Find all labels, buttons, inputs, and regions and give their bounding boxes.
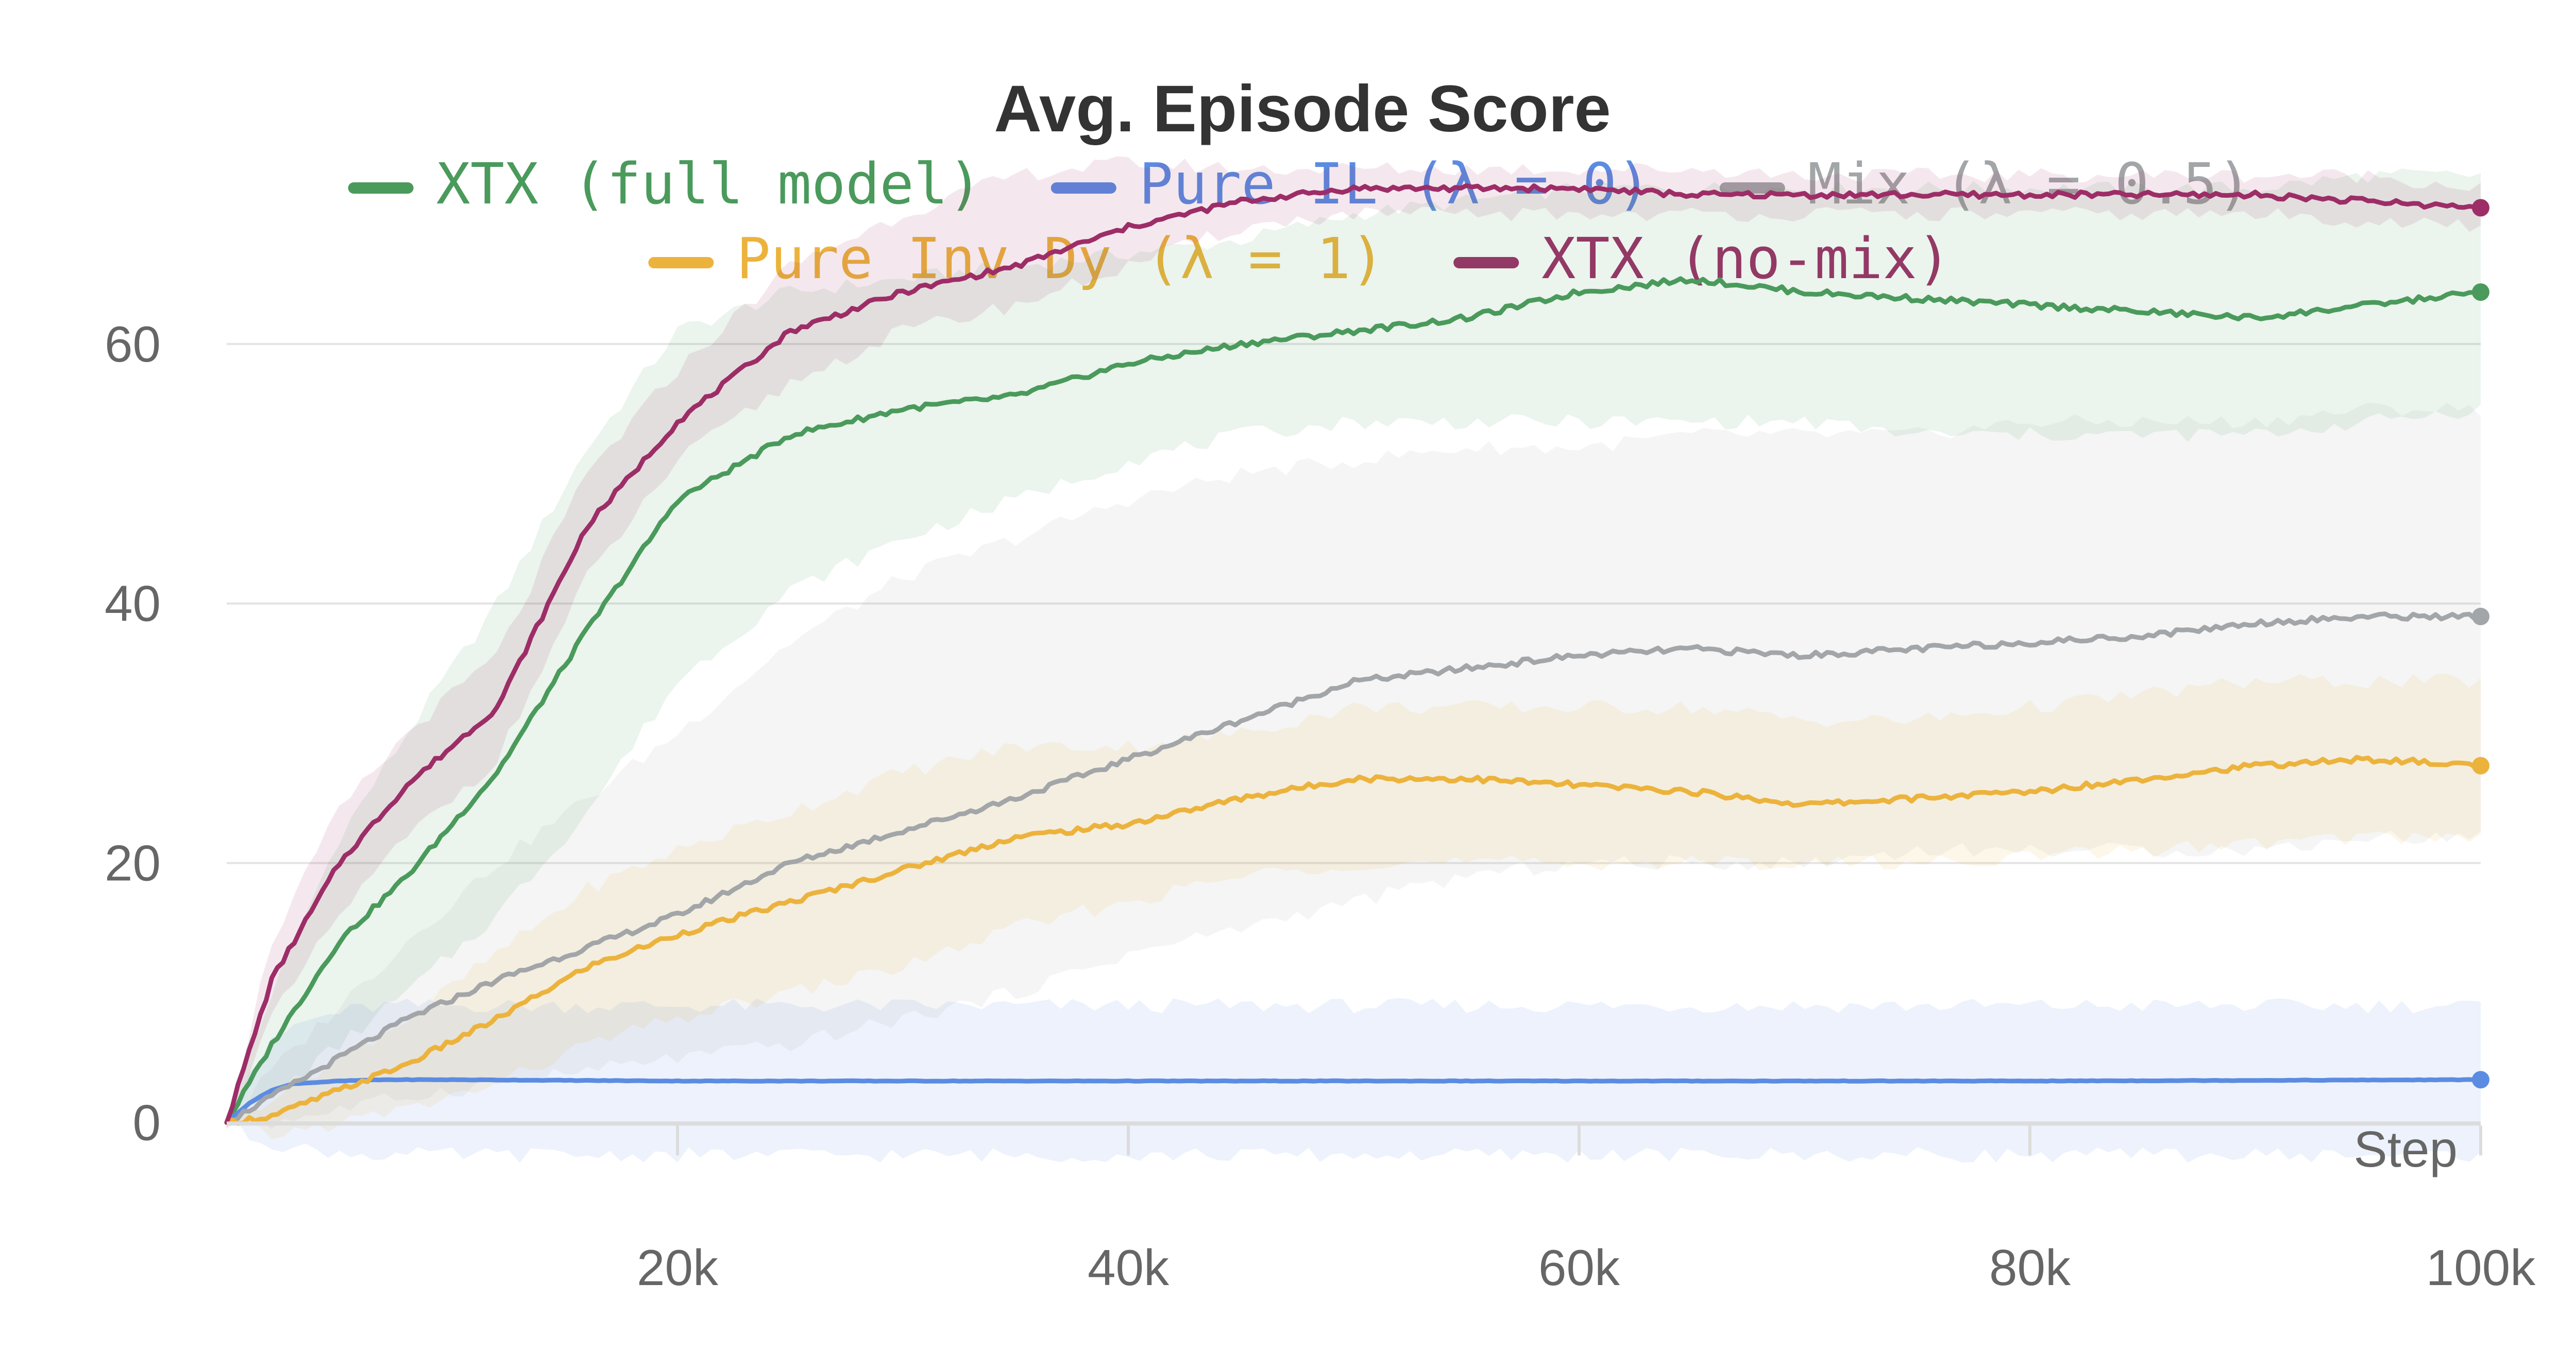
series-line-4[interactable] [224, 183, 2483, 1125]
legend-label-3: Pure Inv Dy (λ = 1) [736, 226, 1384, 292]
endpoint-marker-0 [2472, 283, 2489, 301]
y-tick-label-20: 20 [105, 835, 161, 892]
series-line-2[interactable] [224, 611, 2483, 1125]
band-3 [227, 674, 2481, 1139]
chart-title: Avg. Episode Score [994, 72, 1611, 146]
band-0 [227, 168, 2481, 1128]
endpoint-marker-2 [2472, 607, 2489, 625]
x-axis: 20k 40k 60k 80k 100k [227, 1121, 2536, 1296]
confidence-bands [227, 156, 2481, 1163]
legend-item-4[interactable]: XTX (no-mix) [1453, 226, 1951, 292]
y-axis: 0 20 40 60 [105, 316, 161, 1151]
y-tick-label-40: 40 [105, 575, 161, 632]
x-tick-label-20k: 20k [637, 1239, 719, 1296]
series-endpoints [2472, 199, 2489, 1089]
series-line-0[interactable] [224, 276, 2483, 1125]
band-2 [227, 402, 2481, 1129]
legend-item-2[interactable]: Mix (λ = 0.5) [1719, 151, 2251, 217]
series-line-3[interactable] [224, 755, 2483, 1126]
x-tick-label-80k: 80k [1989, 1239, 2071, 1296]
x-tick-label-100k: 100k [2426, 1239, 2536, 1296]
legend-label-4: XTX (no-mix) [1541, 226, 1951, 292]
series-line-1[interactable] [224, 1077, 2483, 1125]
x-tick-label-60k: 60k [1538, 1239, 1620, 1296]
legend-item-0[interactable]: XTX (full model) [348, 151, 982, 217]
legend-label-2: Mix (λ = 0.5) [1808, 151, 2251, 217]
endpoint-marker-3 [2472, 757, 2489, 775]
endpoint-marker-1 [2472, 1071, 2489, 1089]
x-tick-label-40k: 40k [1088, 1239, 1170, 1296]
endpoint-marker-4 [2472, 199, 2489, 217]
series-lines[interactable] [224, 183, 2483, 1126]
y-tick-label-0: 0 [132, 1094, 161, 1151]
legend-label-0: XTX (full model) [436, 151, 982, 217]
legend-item-3[interactable]: Pure Inv Dy (λ = 1) [648, 226, 1385, 292]
legend[interactable]: XTX (full model) Pure IL (λ = 0) Mix (λ = … [348, 151, 2251, 292]
y-tick-label-60: 60 [105, 316, 161, 372]
x-axis-label: Step [2353, 1121, 2458, 1177]
